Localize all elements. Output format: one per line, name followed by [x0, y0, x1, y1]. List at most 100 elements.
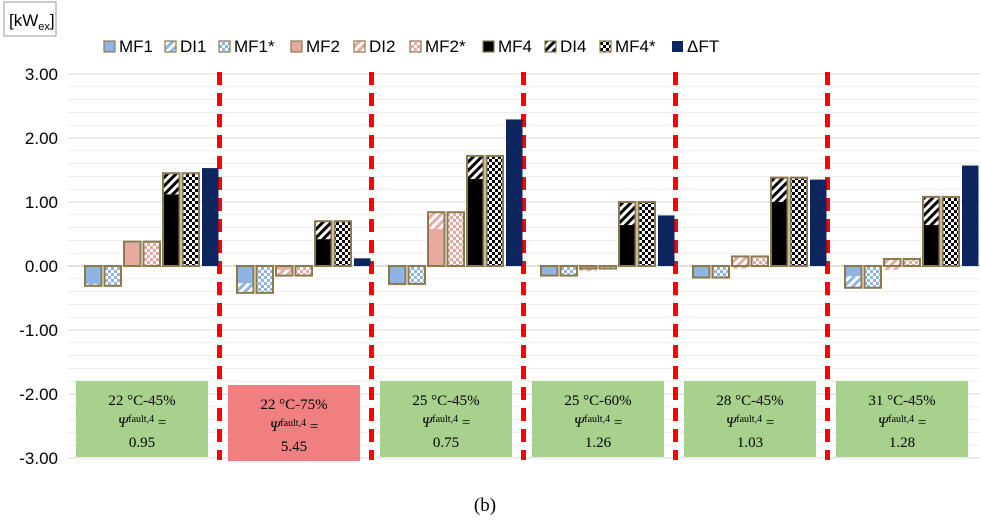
- unit-label-text: [kWex]: [9, 11, 55, 33]
- unit-label-close: ]: [50, 11, 55, 30]
- bar-segment-base-MF1-DI1-bar-g6: [845, 266, 862, 277]
- condition-boxes: 22 °C-45% Ψfault,4 = 0.95 22 °C-75% Ψfault,4…: [76, 381, 968, 461]
- bar-outline-MF2-DI2-bar-g3: [427, 211, 446, 268]
- y-tick-label: -2.00: [19, 385, 58, 404]
- group-separators: [217, 72, 830, 460]
- legend-label: MF4*: [615, 37, 656, 56]
- bar-outline-MF4-DI4-bar-g4: [618, 201, 637, 267]
- condition-label: 25 °C-60%: [564, 393, 631, 409]
- bar-segment-top-MF1-DI1-bar-g6: [845, 276, 862, 288]
- legend-swatch: [544, 40, 557, 53]
- bar-segment-top-MF4-DI4-bar-g6: [923, 196, 940, 226]
- condition-box-4: 25 °C-60% Ψfault,4 = 1.26: [532, 381, 664, 457]
- bar-segment-top-MF1star-bar-g5: [712, 266, 729, 278]
- psi-subscript: fault,4: [888, 414, 914, 425]
- condition-box-6: 31 °C-45% Ψfault,4 = 1.28: [836, 381, 968, 457]
- condition-box-bg: [380, 381, 512, 457]
- bar-outline-MF1star-bar-g6: [863, 265, 882, 289]
- legend-label: DI1: [180, 37, 206, 56]
- psi-label: Ψfault,4 =: [574, 414, 623, 431]
- condition-box-2: 22 °C-75% Ψfault,4 = 5.45: [228, 385, 360, 461]
- bar-segment-base-MF4-DI4-bar-g1: [163, 194, 180, 266]
- psi-symbol: Ψ: [270, 419, 282, 435]
- condition-label: 22 °C-75%: [260, 397, 327, 413]
- y-axis: 3.00 2.00 1.00 0.00 -1.00 -2.00 -3.00: [19, 65, 58, 468]
- bar-segment-top-MF1star-bar-g6: [864, 266, 881, 288]
- bar-segment-base-MF4-DI4-bar-g2: [315, 239, 332, 266]
- psi-subscript: fault,4: [432, 414, 458, 425]
- bar-outline-MF2-DI2-bar-g1: [123, 240, 142, 267]
- bar-segment-top-MF4-DI4-bar-g1: [163, 173, 180, 195]
- bar-segment-top-MF4star-bar-g3: [486, 155, 503, 266]
- psi-value: 0.75: [433, 435, 459, 451]
- bar-outline-MF4star-bar-g5: [789, 176, 808, 267]
- legend-item: MF1: [103, 37, 153, 56]
- legend-item: ΔFT: [672, 37, 719, 56]
- psi-label: Ψfault,4 =: [726, 414, 775, 431]
- psi-subscript: fault,4: [280, 418, 306, 429]
- bar-segment-base-MF1-DI1-bar-g3: [389, 266, 406, 286]
- bar-segment-base-MF1-DI1-bar-g2: [237, 266, 254, 284]
- legend-swatch: [218, 40, 231, 53]
- bars: [84, 119, 979, 294]
- bar-segment-base-MF1-DI1-bar-g4: [541, 266, 558, 276]
- bar-outline-MF2star-bar-g2: [294, 265, 313, 277]
- condition-box-bg: [76, 381, 208, 457]
- bar-FT-bar-g6: [962, 165, 979, 266]
- psi-symbol: Ψ: [118, 415, 130, 431]
- psi-subscript: fault,4: [128, 414, 154, 425]
- psi-equals: =: [762, 415, 774, 431]
- bar-outline-MF1star-bar-g5: [711, 265, 730, 279]
- psi-symbol: Ψ: [574, 415, 586, 431]
- bar-outline-MF4-DI4-bar-g6: [922, 195, 941, 268]
- psi-subscript: fault,4: [736, 414, 762, 425]
- bar-segment-base-MF2-DI2-bar-g1: [124, 242, 141, 266]
- bar-outline-MF1-DI1-bar-g6: [844, 265, 863, 289]
- legend-item: MF4*: [599, 37, 656, 56]
- bar-FT-bar-g1: [202, 168, 219, 266]
- condition-box-5: 28 °C-45% Ψfault,4 = 1.03: [684, 381, 816, 457]
- psi-value: 0.95: [129, 435, 155, 451]
- condition-label: 28 °C-45%: [716, 393, 783, 409]
- legend-item: MF2: [290, 37, 340, 56]
- bar-FT-bar-g4: [658, 215, 675, 266]
- unit-label-frame: [3, 1, 57, 37]
- bar-outline-MF2star-bar-g5: [750, 255, 769, 267]
- y-tick-label: 3.00: [25, 65, 58, 84]
- bar-segment-top-MF4-DI4-bar-g5: [771, 177, 788, 202]
- bar-outline-MF2star-bar-g4: [598, 265, 617, 270]
- bar-outline-MF1-DI1-bar-g1: [84, 265, 103, 287]
- legend-item: MF4: [482, 37, 532, 56]
- legend-item: MF1*: [218, 37, 275, 56]
- bar-outline-MF1star-bar-g4: [559, 265, 578, 277]
- bar-FT-bar-g2: [354, 258, 371, 266]
- bar-outline-MF4star-bar-g2: [333, 220, 352, 267]
- bar-segment-top-MF2star-bar-g1: [143, 241, 160, 266]
- psi-symbol: Ψ: [726, 415, 738, 431]
- bar-segment-top-MF1star-bar-g1: [104, 266, 121, 286]
- legend-swatch: [599, 40, 612, 53]
- legend-label: ΔFT: [687, 37, 719, 56]
- psi-subscript: fault,4: [584, 414, 610, 425]
- legend-swatch: [164, 40, 177, 53]
- bar-outline-MF2-DI2-bar-g4: [579, 265, 598, 270]
- bar-segment-base-MF2-DI2-bar-g2: [276, 266, 293, 270]
- bar-outline-MF2star-bar-g6: [902, 257, 921, 267]
- bar-segment-top-MF2star-bar-g4: [599, 266, 616, 269]
- legend-item: DI2: [353, 37, 395, 56]
- bar-outline-MF1-DI1-bar-g3: [388, 265, 407, 285]
- bar-segment-top-MF2star-bar-g3: [447, 212, 464, 266]
- legend-label: MF2*: [425, 37, 466, 56]
- legend-label: MF1: [119, 37, 153, 56]
- psi-value: 5.45: [281, 439, 307, 455]
- legend-label: MF2: [306, 37, 340, 56]
- legend-item: MF2*: [409, 37, 466, 56]
- bar-segment-top-MF4-DI4-bar-g4: [619, 202, 636, 226]
- bar-segment-base-MF1-DI1-bar-g5: [693, 266, 710, 278]
- bar-segment-top-MF1star-bar-g2: [256, 266, 273, 293]
- bar-segment-top-MF2-DI2-bar-g2: [276, 269, 293, 276]
- legend-swatch: [353, 40, 366, 53]
- condition-box-bg: [836, 381, 968, 457]
- unit-label: [kWex]: [3, 1, 57, 37]
